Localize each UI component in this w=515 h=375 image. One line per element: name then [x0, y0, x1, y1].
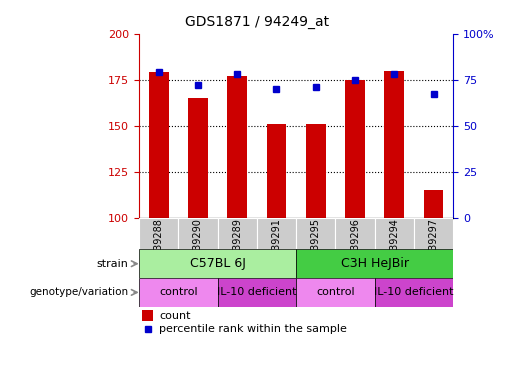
Bar: [424, 190, 443, 217]
Text: GSM39291: GSM39291: [271, 219, 282, 272]
Bar: [414, 217, 453, 249]
Text: control: control: [159, 287, 198, 297]
Bar: [139, 278, 217, 307]
Bar: [296, 217, 335, 249]
Text: GSM39296: GSM39296: [350, 219, 360, 272]
Text: genotype/variation: genotype/variation: [30, 287, 129, 297]
Text: GDS1871 / 94249_at: GDS1871 / 94249_at: [185, 15, 330, 29]
Bar: [188, 98, 208, 218]
Text: GSM39294: GSM39294: [389, 219, 399, 272]
Text: IL-10 deficient: IL-10 deficient: [374, 287, 454, 297]
Bar: [178, 217, 218, 249]
Bar: [335, 217, 375, 249]
Bar: [228, 76, 247, 217]
Text: GSM39288: GSM39288: [153, 219, 164, 272]
Bar: [139, 249, 296, 278]
Text: control: control: [316, 287, 355, 297]
Text: percentile rank within the sample: percentile rank within the sample: [160, 324, 347, 334]
Bar: [217, 278, 296, 307]
Bar: [375, 217, 414, 249]
Bar: [217, 217, 257, 249]
Bar: [375, 278, 453, 307]
Bar: [296, 278, 375, 307]
Bar: [142, 310, 153, 321]
Text: GSM39290: GSM39290: [193, 219, 203, 272]
Bar: [385, 70, 404, 217]
Bar: [267, 124, 286, 218]
Bar: [345, 80, 365, 218]
Bar: [149, 72, 168, 217]
Bar: [139, 217, 178, 249]
Text: C57BL 6J: C57BL 6J: [190, 257, 246, 270]
Text: IL-10 deficient: IL-10 deficient: [217, 287, 297, 297]
Bar: [296, 249, 453, 278]
Text: count: count: [160, 311, 191, 321]
Text: GSM39297: GSM39297: [428, 219, 439, 272]
Bar: [306, 124, 325, 218]
Bar: [257, 217, 296, 249]
Text: strain: strain: [97, 259, 129, 269]
Text: GSM39295: GSM39295: [311, 219, 321, 272]
Text: C3H HeJBir: C3H HeJBir: [340, 257, 409, 270]
Text: GSM39289: GSM39289: [232, 219, 242, 272]
